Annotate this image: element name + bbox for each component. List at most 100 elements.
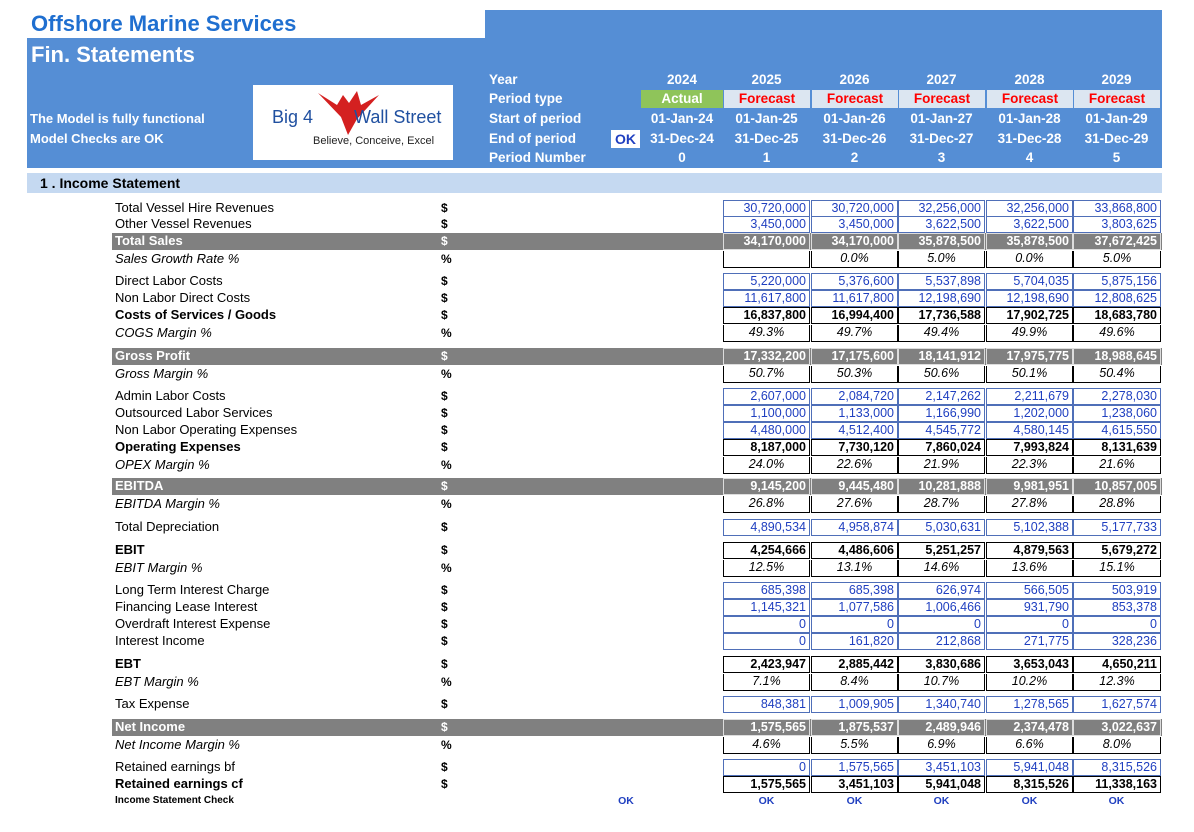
period-value: 31-Dec-28 — [997, 131, 1062, 146]
cell: 0 — [723, 616, 810, 633]
row-label: OPEX Margin % — [115, 457, 210, 472]
cell: 1,077,586 — [811, 599, 898, 616]
row-label: Financing Lease Interest — [115, 599, 258, 614]
section-title: 1 . Income Statement — [40, 175, 181, 191]
period-label: Start of period — [489, 111, 582, 126]
cell: 3,022,637 — [1073, 719, 1161, 736]
cell: 853,378 — [1073, 599, 1161, 616]
cell: 1,627,574 — [1073, 696, 1161, 713]
cell: 22.6% — [811, 457, 898, 474]
row-unit: $ — [441, 617, 448, 631]
cell: 12,198,690 — [898, 290, 985, 307]
cell: 5,251,257 — [898, 542, 985, 559]
cell: 626,974 — [898, 582, 985, 599]
period-label: End of period — [489, 131, 576, 146]
cell: 49.3% — [723, 325, 810, 342]
cell: 2,147,262 — [898, 388, 985, 405]
cell: 2,084,720 — [811, 388, 898, 405]
period-value: 2025 — [751, 72, 782, 87]
header-band — [485, 10, 1162, 38]
cell: 7,860,024 — [898, 439, 985, 456]
cell: 1,575,565 — [811, 759, 898, 776]
total-band — [112, 233, 1162, 250]
cell: 4,890,534 — [723, 519, 810, 536]
row-unit: $ — [441, 583, 448, 597]
cell: 37,672,425 — [1073, 233, 1161, 250]
cell: 50.7% — [723, 366, 810, 383]
period-value: Forecast — [986, 90, 1073, 108]
period-label: Year — [489, 72, 518, 87]
row-unit: % — [441, 675, 452, 689]
row-label: Outsourced Labor Services — [115, 405, 273, 420]
cell: 3,450,000 — [723, 216, 810, 233]
cell: 0 — [811, 616, 898, 633]
row-unit: % — [441, 561, 452, 575]
cell: 0 — [723, 633, 810, 650]
cell: 18,683,780 — [1073, 307, 1161, 324]
cell: 33,868,800 — [1073, 200, 1161, 217]
cell: 6.9% — [898, 737, 985, 754]
period-value: 2 — [850, 150, 859, 165]
cell: 5,220,000 — [723, 273, 810, 290]
row-unit: % — [441, 326, 452, 340]
cell: 5,679,272 — [1073, 542, 1161, 559]
cell: 35,878,500 — [898, 233, 985, 250]
cell: 3,653,043 — [986, 656, 1073, 673]
row-label: Total Depreciation — [115, 519, 220, 534]
cell: 28.7% — [898, 496, 985, 513]
row-unit: $ — [441, 234, 448, 248]
cell: 5,704,035 — [986, 273, 1073, 290]
cell: 50.3% — [811, 366, 898, 383]
cell: 10,857,005 — [1073, 478, 1161, 495]
cell: 21.6% — [1073, 457, 1161, 474]
cell: 4,958,874 — [811, 519, 898, 536]
row-label: EBIT Margin % — [115, 560, 203, 575]
cell: 2,885,442 — [811, 656, 898, 673]
row-unit: $ — [441, 308, 448, 322]
cell: 1,340,740 — [898, 696, 985, 713]
period-value: 31-Dec-27 — [909, 131, 974, 146]
period-label: Period type — [489, 91, 563, 106]
period-value: 2027 — [926, 72, 957, 87]
row-label: Sales Growth Rate % — [115, 251, 240, 266]
row-label: Total Vessel Hire Revenues — [115, 200, 274, 215]
cell: 49.4% — [898, 325, 985, 342]
period-value: 31-Dec-29 — [1084, 131, 1149, 146]
row-label: Non Labor Operating Expenses — [115, 422, 298, 437]
cell: 5,941,048 — [986, 759, 1073, 776]
row-label: Other Vessel Revenues — [115, 216, 252, 231]
cell: 5,177,733 — [1073, 519, 1161, 536]
row-label: Retained earnings cf — [115, 776, 243, 791]
row-unit: % — [441, 738, 452, 752]
row-label: Net Income — [115, 719, 186, 734]
row-label: Overdraft Interest Expense — [115, 616, 271, 631]
check-ok: OK — [846, 795, 863, 807]
row-label: EBIT — [115, 542, 145, 557]
logo-text: Big 4 — [272, 107, 314, 127]
cell: 35,878,500 — [986, 233, 1073, 250]
cell: 32,256,000 — [898, 200, 985, 217]
cell: 685,398 — [811, 582, 898, 599]
cell: 18,988,645 — [1073, 348, 1161, 365]
cell: 21.9% — [898, 457, 985, 474]
cell: 7.1% — [723, 674, 810, 691]
cell: 7,993,824 — [986, 439, 1073, 456]
period-value: 0 — [678, 150, 686, 165]
period-value: 01-Jan-26 — [823, 111, 886, 126]
cell: 1,145,321 — [723, 599, 810, 616]
row-label: Gross Margin % — [115, 366, 209, 381]
cell: 1,100,000 — [723, 405, 810, 422]
cell: 4,580,145 — [986, 422, 1073, 439]
cell: 0 — [723, 759, 810, 776]
cell: 13.6% — [986, 560, 1073, 577]
cell: 17,975,775 — [986, 348, 1073, 365]
period-value: 4 — [1025, 150, 1034, 165]
row-unit: $ — [441, 520, 448, 534]
cell: 1,166,990 — [898, 405, 985, 422]
row-unit: $ — [441, 274, 448, 288]
cell: 2,374,478 — [986, 719, 1073, 736]
period-value: Forecast — [723, 90, 810, 108]
period-value: 2024 — [666, 72, 698, 87]
cell: 5,102,388 — [986, 519, 1073, 536]
